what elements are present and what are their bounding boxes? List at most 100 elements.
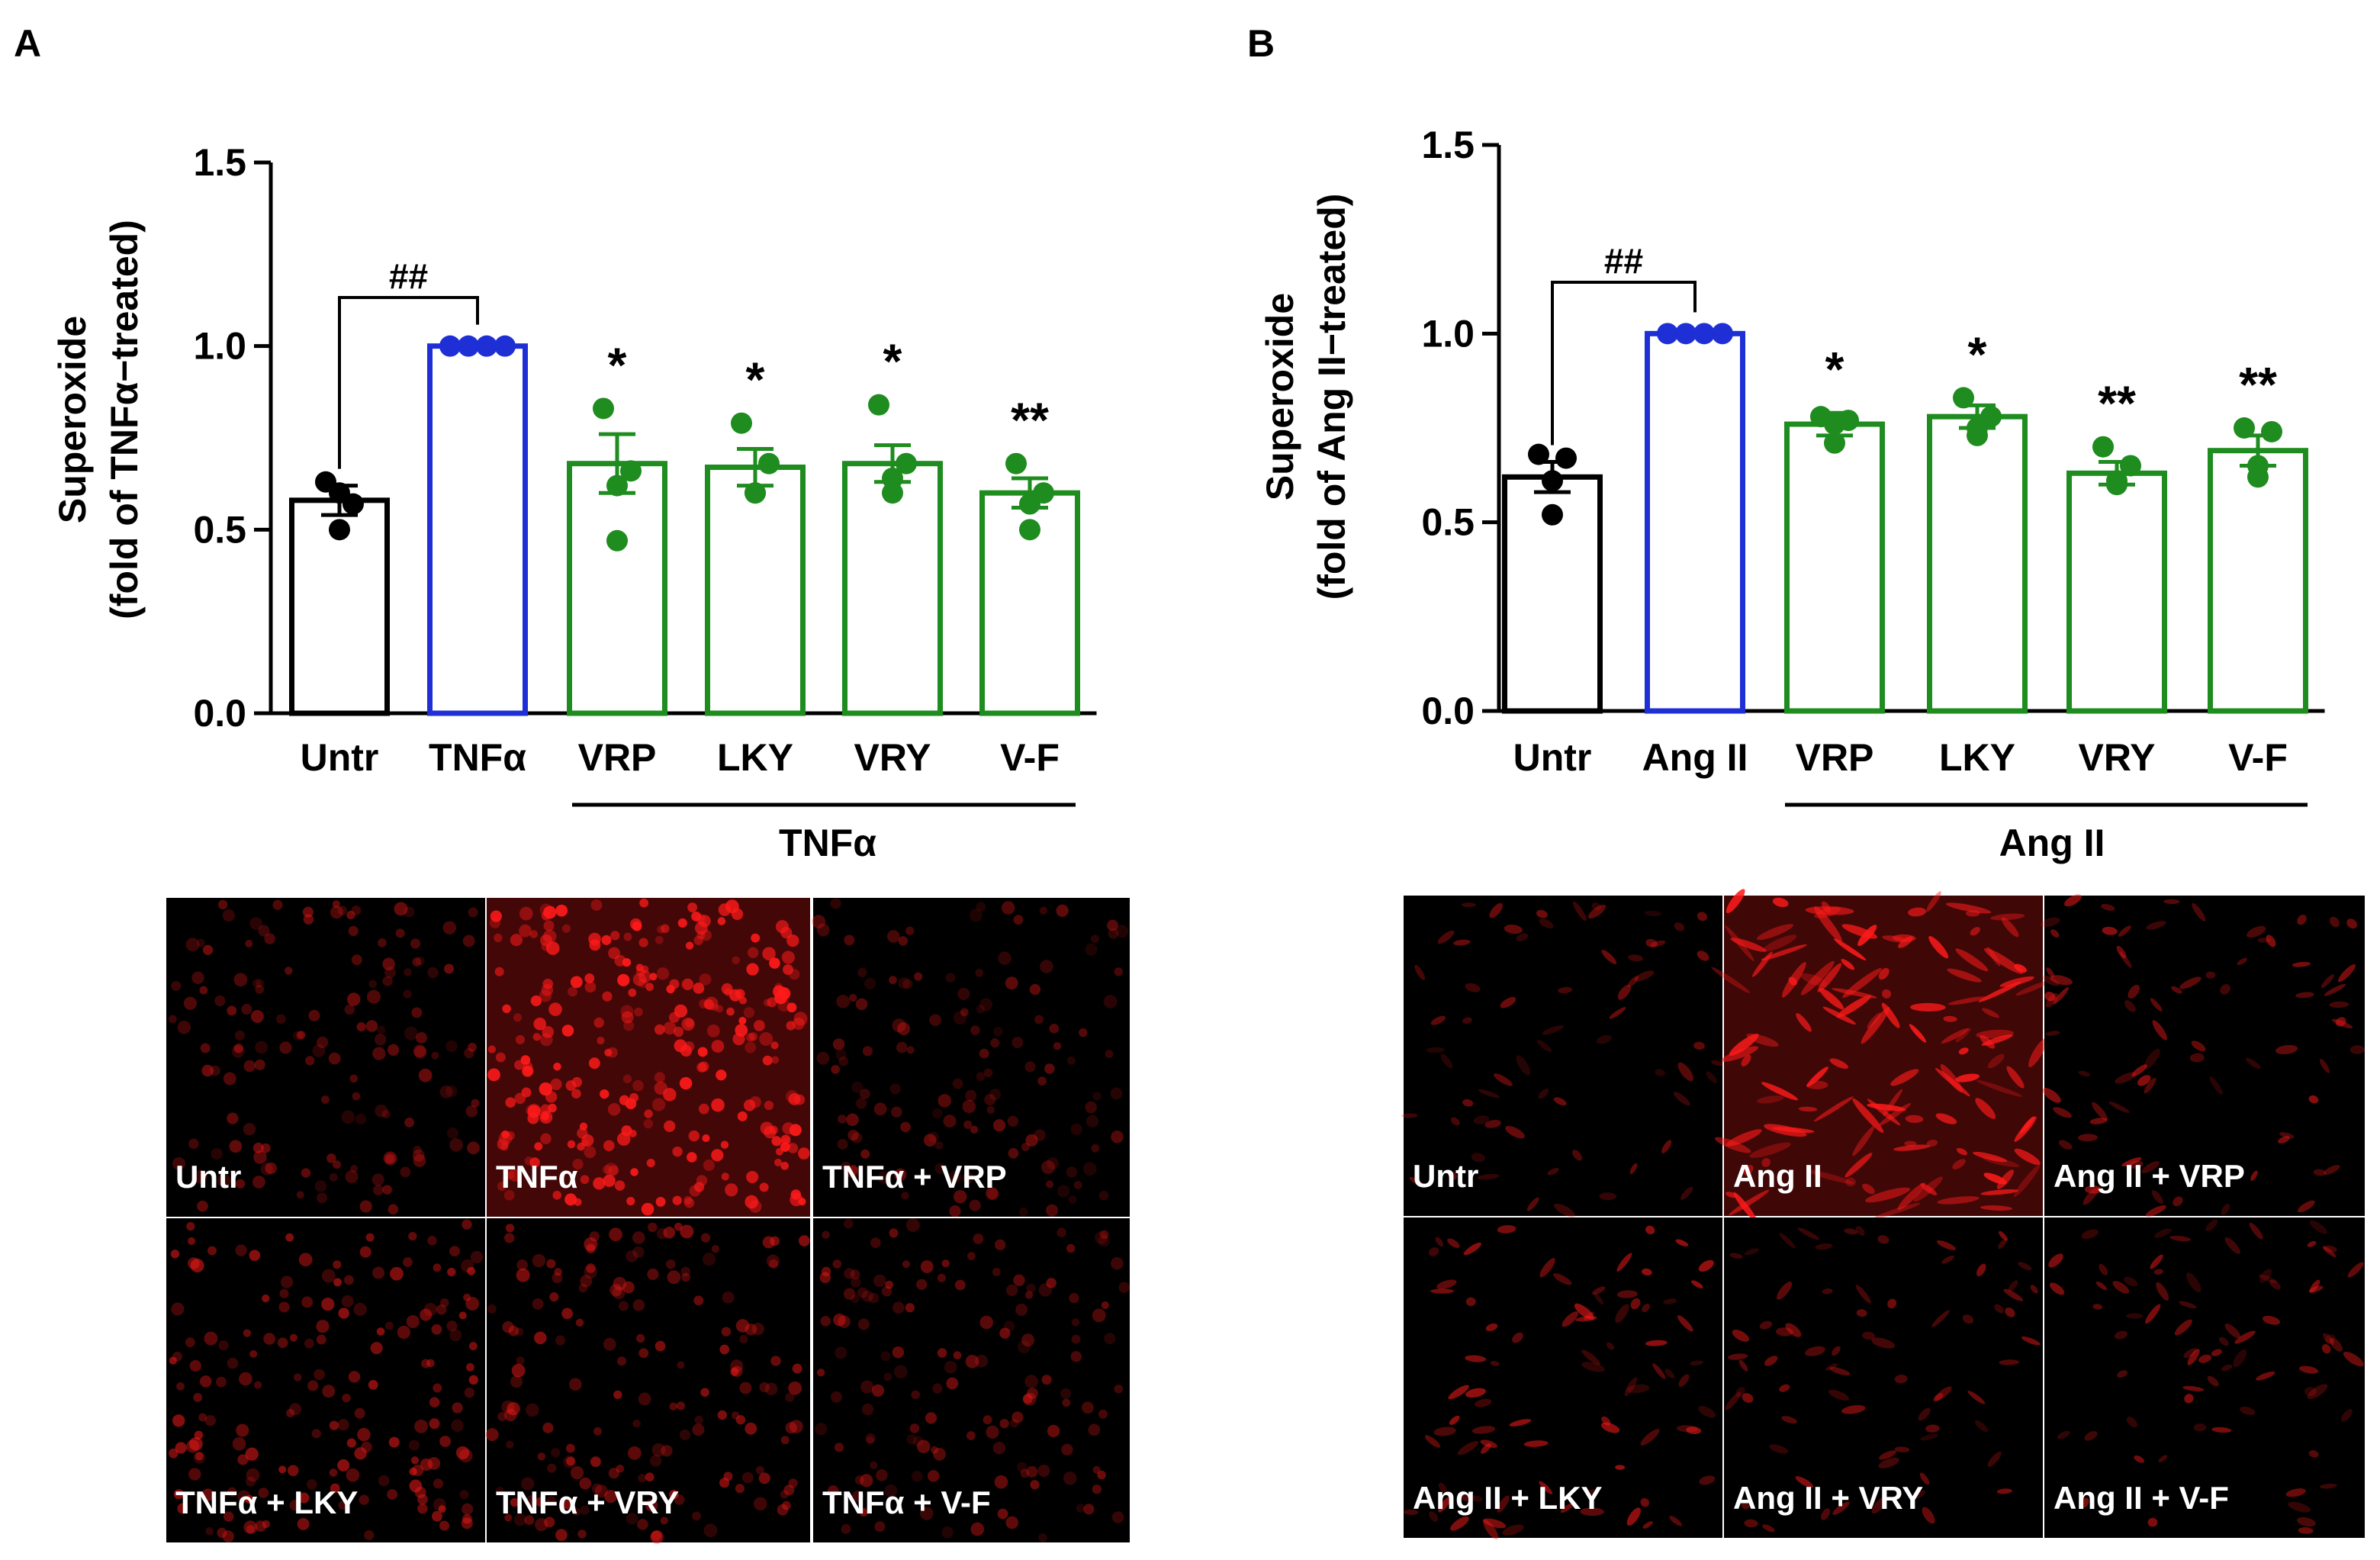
cell: [2184, 1394, 2194, 1404]
cell: [694, 1415, 703, 1425]
cell: [196, 938, 205, 947]
cell: [372, 1266, 385, 1279]
x-tick-label: LKY: [1939, 736, 2015, 779]
cell: [672, 1146, 683, 1157]
cell: [2309, 1220, 2327, 1234]
cell: [2044, 992, 2056, 1002]
cell: [628, 988, 637, 997]
cell: [762, 947, 776, 960]
cell: [314, 1180, 327, 1192]
cell: [1741, 1500, 1750, 1510]
cell: [816, 1051, 830, 1065]
data-point: [1693, 323, 1715, 345]
cell: [2089, 1118, 2108, 1124]
cell: [2042, 1088, 2061, 1103]
cell: [992, 1119, 1006, 1132]
cell: [365, 1020, 378, 1032]
cell: [593, 1177, 606, 1190]
cell: [566, 1456, 575, 1466]
cell: [1955, 1028, 1971, 1043]
data-point: [620, 460, 642, 482]
cell: [1536, 1040, 1552, 1053]
cell: [933, 1447, 946, 1461]
cell: [249, 917, 262, 930]
cell: [2179, 1301, 2197, 1309]
cell: [217, 1527, 227, 1538]
cell: [692, 1423, 705, 1436]
cell: [421, 1359, 431, 1369]
cell: [735, 1415, 746, 1425]
cell: [429, 1418, 440, 1430]
cell: [812, 915, 826, 929]
cell: [1867, 1012, 1881, 1029]
micrograph-label: TNFα + V-F: [822, 1484, 991, 1520]
cell: [1947, 996, 1988, 1005]
cell: [367, 989, 381, 1004]
cell: [1038, 1283, 1053, 1297]
cell: [252, 1176, 265, 1188]
cell: [2297, 1200, 2315, 1213]
cell: [621, 1011, 634, 1024]
cell: [1448, 1385, 1469, 1400]
cell: [948, 1170, 962, 1184]
data-point: [2261, 420, 2282, 442]
cell: [976, 902, 986, 912]
cell: [590, 1456, 601, 1468]
cell: [541, 984, 554, 996]
chart-a-group-label: TNFα: [779, 822, 876, 864]
cell: [171, 1302, 185, 1316]
cell: [285, 1233, 294, 1242]
cell: [433, 1478, 443, 1489]
cell: [1560, 1503, 1574, 1513]
cell: [1504, 925, 1523, 934]
cell: [1471, 1495, 1483, 1502]
cell: [2259, 1269, 2272, 1283]
cell: [912, 1436, 924, 1447]
cell: [997, 1508, 1008, 1520]
cell: [2173, 1196, 2183, 1207]
cell: [1909, 1024, 1927, 1043]
cell: [433, 1263, 442, 1272]
cell: [663, 1021, 677, 1035]
cell: [581, 1139, 589, 1147]
y-tick-label: 0.5: [1421, 501, 1475, 544]
cell: [2257, 938, 2271, 943]
cell: [1561, 1311, 1579, 1327]
cell: [2141, 1161, 2160, 1173]
cell: [1645, 1340, 1668, 1346]
cell: [222, 1530, 234, 1542]
cell: [716, 1069, 727, 1081]
cell: [256, 979, 265, 988]
cell: [1606, 1342, 1615, 1350]
cell: [201, 1488, 214, 1501]
y-tick-label: 0.0: [193, 692, 246, 735]
cell: [2169, 1235, 2192, 1242]
cell: [1104, 1333, 1116, 1345]
cell: [637, 1518, 648, 1530]
x-tick-label: LKY: [717, 736, 793, 779]
cell: [395, 928, 405, 938]
cell: [500, 1143, 509, 1151]
cell: [849, 993, 857, 1002]
cell: [584, 981, 597, 993]
cell: [850, 1269, 860, 1280]
cell: [584, 973, 595, 983]
cell: [1726, 889, 1745, 914]
cell: [693, 983, 705, 994]
cell: [442, 921, 457, 934]
cell: [897, 1022, 911, 1036]
cell: [414, 1419, 428, 1433]
cell: [965, 1089, 977, 1102]
cell: [1539, 918, 1554, 929]
cell: [447, 1267, 456, 1277]
cell: [1512, 1332, 1523, 1343]
significance-marker: **: [2239, 357, 2277, 412]
micrograph-label: Ang II + V-F: [2054, 1480, 2229, 1516]
cell: [361, 1441, 372, 1453]
cell: [515, 1327, 524, 1336]
cell: [2335, 1017, 2346, 1027]
cell: [550, 1448, 561, 1458]
cell: [2207, 1375, 2219, 1387]
cell: [243, 1329, 252, 1337]
